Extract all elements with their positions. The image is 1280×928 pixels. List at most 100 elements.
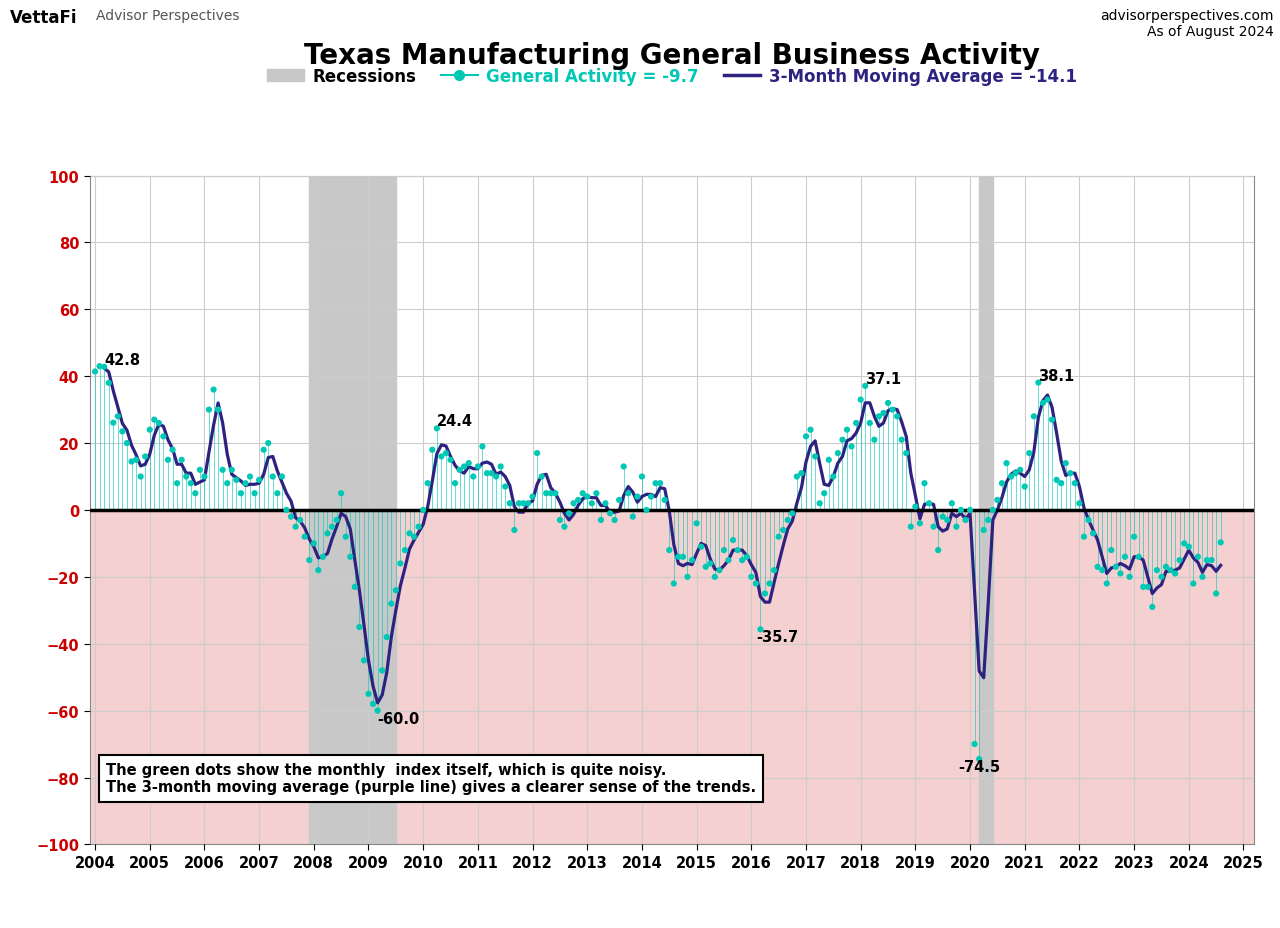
Point: [969, 752, 989, 767]
Point: [987, 493, 1007, 508]
Point: [1188, 549, 1208, 564]
Point: [850, 393, 870, 407]
Point: [1110, 566, 1130, 581]
Point: [540, 486, 561, 501]
Point: [1065, 476, 1085, 491]
Point: [673, 549, 694, 564]
Point: [440, 453, 461, 468]
Point: [148, 416, 169, 431]
Point: [463, 470, 484, 484]
Point: [358, 687, 379, 702]
Point: [230, 486, 251, 501]
Point: [1101, 543, 1121, 558]
Point: [1161, 563, 1181, 578]
Point: [431, 449, 452, 464]
Point: [636, 503, 657, 518]
Point: [1138, 580, 1158, 595]
Point: [645, 476, 666, 491]
Point: [212, 463, 233, 478]
Text: 37.1: 37.1: [865, 371, 901, 386]
Point: [1028, 376, 1048, 391]
Point: [285, 520, 306, 535]
Point: [996, 457, 1016, 471]
Point: [828, 446, 849, 461]
Point: [1192, 570, 1212, 585]
Point: [271, 470, 292, 484]
Point: [390, 557, 411, 572]
Point: [372, 664, 393, 678]
Point: [186, 486, 206, 501]
Point: [408, 520, 429, 535]
Point: [855, 379, 876, 393]
Point: [236, 476, 256, 491]
Point: [974, 523, 995, 538]
Point: [239, 470, 260, 484]
Point: [344, 580, 365, 595]
Point: [723, 533, 744, 548]
Point: [1069, 496, 1089, 511]
Point: [367, 703, 388, 718]
Point: [704, 570, 724, 585]
Point: [99, 376, 119, 391]
Point: [518, 496, 539, 511]
Point: [308, 563, 329, 578]
Point: [714, 543, 735, 558]
Point: [901, 520, 922, 535]
Text: -35.7: -35.7: [755, 630, 797, 645]
Point: [1097, 576, 1117, 591]
Point: [244, 486, 265, 501]
Point: [818, 453, 838, 468]
Point: [595, 496, 616, 511]
Point: [682, 553, 703, 568]
Point: [586, 486, 607, 501]
Point: [823, 470, 844, 484]
Point: [732, 553, 753, 568]
Point: [349, 620, 370, 635]
Point: [1005, 466, 1025, 481]
Point: [180, 476, 201, 491]
Point: [777, 513, 797, 528]
Text: -60.0: -60.0: [378, 711, 420, 726]
Point: [362, 697, 383, 712]
Point: [782, 507, 803, 522]
Point: [108, 409, 128, 424]
Point: [253, 443, 274, 458]
Point: [90, 359, 110, 374]
Point: [122, 455, 142, 470]
Point: [709, 563, 730, 578]
Text: VettaFi: VettaFi: [10, 9, 78, 27]
Text: The green dots show the monthly  index itself, which is quite noisy.
The 3-month: The green dots show the monthly index it…: [106, 762, 756, 794]
Point: [768, 530, 788, 545]
Point: [467, 459, 488, 474]
Point: [1106, 560, 1126, 574]
Point: [504, 523, 525, 538]
Point: [604, 513, 625, 528]
Point: [572, 486, 593, 501]
Point: [613, 459, 634, 474]
Point: [951, 503, 972, 518]
Point: [964, 737, 984, 752]
Point: [276, 503, 297, 518]
Point: [513, 496, 534, 511]
Point: [84, 365, 105, 380]
Point: [841, 440, 861, 455]
Point: [157, 453, 178, 468]
Point: [896, 446, 916, 461]
Point: [1142, 599, 1162, 614]
Point: [376, 630, 397, 645]
Point: [154, 430, 174, 445]
Point: [764, 563, 785, 578]
Point: [910, 516, 931, 531]
Point: [394, 543, 415, 558]
Point: [113, 424, 133, 439]
Point: [116, 436, 137, 451]
Point: [914, 476, 934, 491]
Point: [207, 403, 228, 418]
Point: [1015, 480, 1036, 495]
Point: [932, 509, 952, 524]
Point: [481, 466, 502, 481]
Point: [102, 416, 123, 431]
Point: [905, 499, 925, 514]
Point: [1019, 446, 1039, 461]
Point: [536, 486, 557, 501]
